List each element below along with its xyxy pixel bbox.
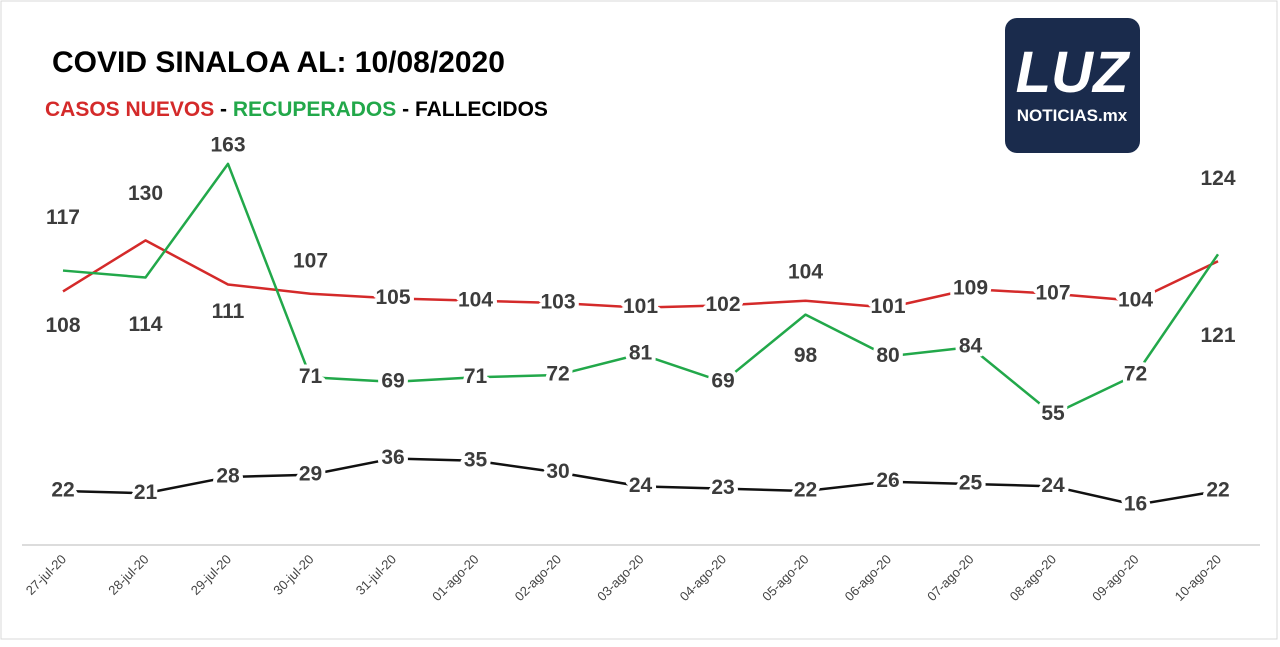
value-label: 107 [1035,281,1070,304]
value-label: 114 [129,313,163,336]
separator: - [220,98,227,121]
value-label: 23 [711,476,734,499]
value-label: 80 [876,344,899,367]
value-label: 109 [953,277,988,300]
value-label: 117 [46,206,80,229]
legend-entry: FALLECIDOS [415,98,548,121]
legend-entry: RECUPERADOS [233,98,396,121]
value-label: 35 [464,448,488,471]
value-label: 71 [299,365,323,388]
value-label: 16 [1124,492,1147,515]
value-label: 26 [876,469,899,492]
value-label: 108 [45,314,80,337]
value-label: 102 [705,293,740,316]
value-label: 121 [1200,324,1235,347]
value-label: 71 [464,365,488,388]
value-label: 98 [794,344,818,367]
value-label: 105 [375,286,410,309]
value-label: 124 [1200,167,1235,190]
chart-title: COVID SINALOA AL: 10/08/2020 [52,46,505,79]
subtitle: CASOS NUEVOS - RECUPERADOS - FALLECIDOS [45,98,548,121]
value-label: 104 [788,260,823,283]
value-label: 24 [1041,474,1065,497]
value-label: 107 [293,249,328,272]
value-label: 130 [128,182,163,205]
series-line [62,239,1219,309]
value-label: 29 [299,462,322,485]
value-label: 24 [629,474,653,497]
value-label: 72 [546,363,569,386]
separator: - [402,98,409,121]
value-label: 163 [210,133,245,156]
value-label: 22 [51,479,74,502]
value-label: 104 [1118,288,1153,311]
value-label: 101 [870,295,905,318]
logo-box [1005,18,1140,153]
value-label: 30 [546,460,569,483]
value-label: 69 [711,369,734,392]
value-label: 101 [623,295,658,318]
value-label: 84 [959,335,983,358]
logo: LUZ NOTICIAS.mx [1005,18,1140,153]
value-label: 72 [1124,363,1147,386]
value-label: 103 [540,291,575,314]
value-label: 21 [134,481,158,504]
logo-main: LUZ [1016,40,1131,105]
value-label: 69 [381,369,404,392]
value-label: 55 [1041,402,1065,425]
value-label: 111 [212,300,245,323]
value-label: 104 [458,288,493,311]
logo-sub: NOTICIAS.mx [1017,106,1128,125]
series-line [62,457,1219,507]
value-label: 36 [381,446,404,469]
value-label: 81 [629,342,653,365]
value-label: 25 [959,472,983,495]
series-line [62,162,1220,416]
legend-entry: CASOS NUEVOS [45,98,214,121]
value-label: 28 [216,465,240,488]
value-label: 22 [1206,479,1229,502]
value-label: 22 [794,479,817,502]
